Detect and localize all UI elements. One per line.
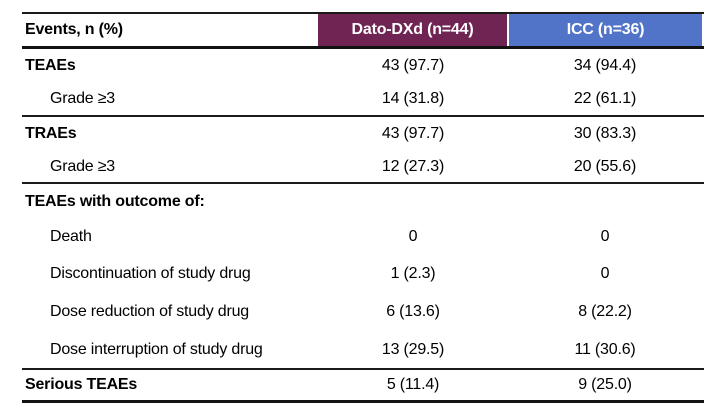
table-section-row: TEAEs with outcome of: (22, 184, 704, 219)
icc-value: 22 (61.1) (573, 90, 637, 107)
row-label: TEAEs with outcome of: (25, 192, 205, 210)
table-row: Grade ≥3 14 (31.8) 22 (61.1) (22, 83, 704, 117)
table-row: TEAEs 43 (97.7) 34 (94.4) (22, 49, 704, 83)
dato-value: 43 (97.7) (381, 125, 445, 142)
icc-value: 0 (600, 265, 610, 282)
row-label: TRAEs (25, 125, 77, 142)
table-row: Dose interruption of study drug 13 (29.5… (22, 331, 704, 370)
icc-value: 20 (55.6) (573, 157, 637, 175)
dato-value: 14 (31.8) (381, 90, 445, 107)
table-row: Dose reduction of study drug 6 (13.6) 8 … (22, 293, 704, 331)
dato-value: 12 (27.3) (381, 157, 445, 175)
dato-value: 0 (408, 228, 418, 245)
table-row: Grade ≥3 12 (27.3) 20 (55.6) (22, 151, 704, 184)
dato-value: 5 (11.4) (386, 376, 440, 393)
icc-column-header: ICC (n=36) (509, 14, 702, 46)
icc-value: 9 (25.0) (578, 376, 632, 393)
icc-value: 30 (83.3) (573, 125, 637, 142)
dato-value: 43 (97.7) (381, 57, 445, 74)
adverse-events-table: Events, n (%) Dato-DXd (n=44) ICC (n=36)… (22, 12, 704, 403)
dato-value: 1 (2.3) (390, 265, 436, 282)
table-row: TRAEs 43 (97.7) 30 (83.3) (22, 117, 704, 151)
row-label: TEAEs (25, 57, 76, 74)
row-label: Discontinuation of study drug (50, 265, 251, 282)
row-label: Grade ≥3 (50, 90, 115, 107)
dato-value: 13 (29.5) (381, 340, 445, 358)
row-label: Serious TEAEs (25, 376, 138, 393)
table-header-row: Events, n (%) Dato-DXd (n=44) ICC (n=36) (22, 12, 704, 49)
icc-value: 34 (94.4) (573, 57, 637, 74)
icc-value: 8 (22.2) (578, 303, 632, 320)
row-label: Dose interruption of study drug (50, 340, 263, 358)
row-label: Death (50, 228, 92, 245)
row-label: Dose reduction of study drug (50, 303, 249, 320)
dato-dxd-column-header: Dato-DXd (n=44) (318, 14, 507, 46)
icc-value: 0 (600, 228, 610, 245)
events-column-header: Events, n (%) (22, 14, 318, 46)
table-row: Serious TEAEs 5 (11.4) 9 (25.0) (22, 370, 704, 403)
table-row: Discontinuation of study drug 1 (2.3) 0 (22, 255, 704, 293)
icc-value: 11 (30.6) (574, 340, 636, 358)
row-label: Grade ≥3 (50, 157, 115, 175)
table-row: Death 0 0 (22, 219, 704, 255)
dato-value: 6 (13.6) (386, 303, 440, 320)
